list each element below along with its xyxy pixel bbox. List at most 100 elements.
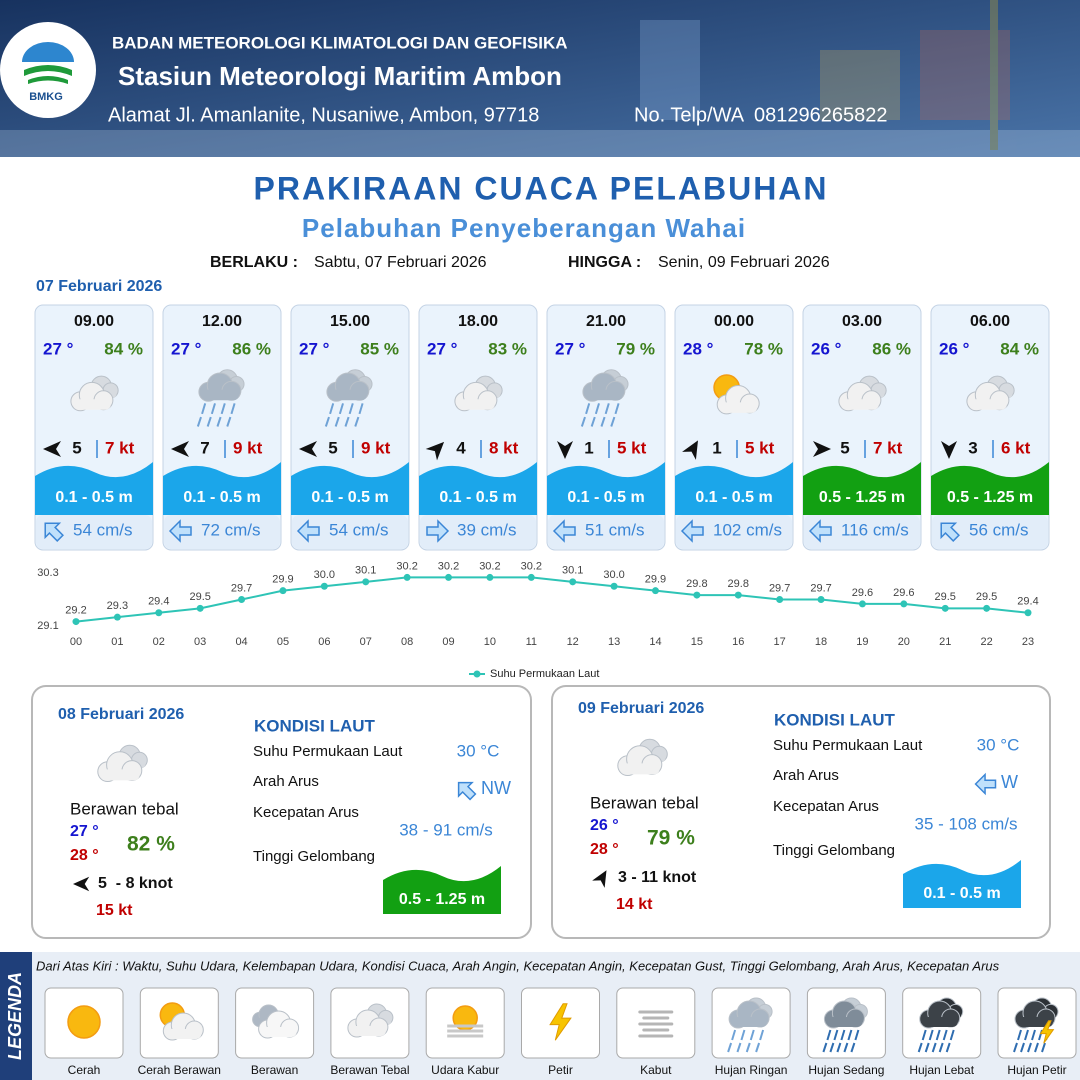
rain-drop xyxy=(604,403,610,415)
sst-point xyxy=(486,573,494,581)
lightning xyxy=(549,1003,572,1041)
x-tick-label: 11 xyxy=(526,636,537,648)
slot-wave: 0.1 - 0.5 m xyxy=(311,489,388,506)
x-tick-label: 07 xyxy=(360,636,372,648)
weather-icon xyxy=(252,1004,300,1039)
day-tmin: 27 ° xyxy=(70,823,99,840)
wind-arrow xyxy=(592,870,607,888)
cloud xyxy=(70,381,114,412)
slot-current-area xyxy=(804,515,920,549)
current-arrow xyxy=(168,519,192,543)
x-tick-label: 23 xyxy=(1022,636,1034,648)
cloud xyxy=(716,385,760,415)
rain-drop xyxy=(935,1029,941,1041)
sst-value-label: 29.6 xyxy=(852,587,873,599)
rain-drop xyxy=(201,403,207,415)
sst-point xyxy=(238,596,246,603)
slot-wind: 5 xyxy=(840,438,849,457)
slot-gust: 5 kt xyxy=(617,438,647,457)
slot-wave: 0.1 - 0.5 m xyxy=(567,489,644,506)
slot-current-area xyxy=(676,515,792,549)
sea-label: Suhu Permukaan Laut xyxy=(253,743,403,760)
sst-point xyxy=(403,573,411,581)
cloud-base xyxy=(457,399,495,410)
x-tick-label: 15 xyxy=(691,636,703,648)
sst-point xyxy=(113,613,121,621)
y-tick-label: 30.3 xyxy=(37,567,58,579)
rain-drop xyxy=(749,1029,755,1041)
cloud-base xyxy=(620,763,660,775)
rain-drop xyxy=(580,416,586,427)
slot-humidity: 78 % xyxy=(744,339,783,358)
sea-current-dir: NW xyxy=(481,778,511,798)
validity-to-label: HINGGA : xyxy=(568,254,641,271)
validity-to: Senin, 09 Februari 2026 xyxy=(658,254,830,271)
rain-drop xyxy=(850,1042,856,1053)
x-tick-label: 04 xyxy=(235,636,247,648)
day-gust: 14 kt xyxy=(616,896,653,913)
lightning xyxy=(1039,1020,1055,1044)
wind-arrow xyxy=(941,441,957,459)
cloud xyxy=(326,372,370,402)
legend-marker xyxy=(473,670,481,678)
sst-value-label: 30.2 xyxy=(479,560,500,572)
cloud xyxy=(97,751,143,782)
wave-band xyxy=(419,462,537,515)
day-humidity: 82 % xyxy=(127,833,175,856)
sst-point xyxy=(279,587,287,595)
slot-time: 12.00 xyxy=(202,313,242,330)
sst-value-label: 29.3 xyxy=(107,600,128,612)
slot-time: 21.00 xyxy=(586,313,626,330)
sst-point xyxy=(817,596,825,603)
rain-drop xyxy=(600,416,606,427)
day-condition: Berawan tebal xyxy=(590,793,699,812)
slot-current-area xyxy=(36,515,152,549)
slot-current-area xyxy=(292,515,408,549)
x-tick-label: 02 xyxy=(153,636,165,648)
sst-point xyxy=(693,591,701,599)
slot-current: 51 cm/s xyxy=(585,520,645,539)
slot-temp: 26 ° xyxy=(811,339,842,358)
sst-value-label: 30.1 xyxy=(355,565,376,577)
weather-icon xyxy=(70,375,119,412)
slot-wind: 1 xyxy=(584,438,593,457)
cloud xyxy=(582,372,626,402)
wave-band xyxy=(291,462,409,515)
sst-value-label: 29.2 xyxy=(65,604,86,616)
day-condition: Berawan tebal xyxy=(70,799,179,818)
weather-icon xyxy=(324,369,373,427)
legend-item-label: Udara Kabur xyxy=(431,1063,499,1077)
sst-value-label: 29.9 xyxy=(645,574,666,586)
slot-gust: 5 kt xyxy=(745,438,775,457)
cloud xyxy=(454,381,498,412)
rain-drop xyxy=(590,416,596,427)
rain-drop xyxy=(1031,1029,1036,1041)
cloud xyxy=(198,372,242,402)
slot-current: 39 cm/s xyxy=(457,520,517,539)
cloud-base xyxy=(731,1017,768,1027)
sst-value-label: 29.7 xyxy=(769,582,790,594)
wave-band xyxy=(547,462,665,515)
station-name: Stasiun Meteorologi Maritim Ambon xyxy=(118,61,562,91)
current-arrow xyxy=(44,522,64,542)
day-humidity: 79 % xyxy=(647,827,695,850)
sea-wave: 0.1 - 0.5 m xyxy=(923,885,1000,902)
sst-value-label: 30.2 xyxy=(521,560,542,572)
slot-temp: 28 ° xyxy=(683,339,714,358)
logo-text: BMKG xyxy=(29,91,63,103)
day-wind: 3 - 11 knot xyxy=(618,869,697,886)
weather-icon xyxy=(838,375,887,412)
slot-temp: 27 ° xyxy=(43,339,74,358)
rain-drop xyxy=(931,1042,937,1053)
sst-value-label: 29.4 xyxy=(1017,596,1038,608)
slot-temp: 27 ° xyxy=(299,339,330,358)
x-tick-label: 08 xyxy=(401,636,413,648)
cloud xyxy=(258,1010,300,1039)
current-arrow xyxy=(680,519,704,543)
legend-item-label: Kabut xyxy=(640,1063,672,1077)
slot-temp: 27 ° xyxy=(555,339,586,358)
slot-humidity: 79 % xyxy=(616,339,655,358)
wave-band xyxy=(35,462,153,515)
slot-gust: 7 kt xyxy=(105,438,135,457)
sst-value-label: 30.1 xyxy=(562,565,583,577)
